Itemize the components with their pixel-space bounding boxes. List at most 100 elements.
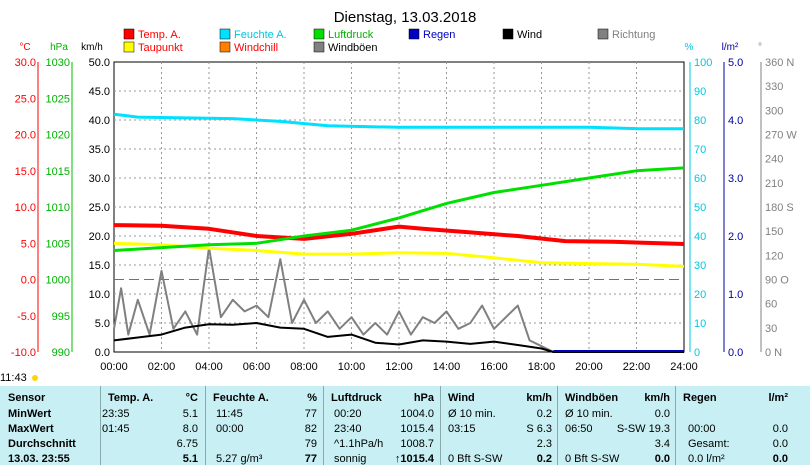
legend-swatch (123, 41, 135, 53)
rain-unit: l/m² (722, 42, 739, 53)
rain-tick-label: 2.0 (728, 231, 743, 243)
direction-tick-label: 120 (765, 250, 783, 262)
legend-swatch (597, 28, 609, 40)
direction-tick-label: 30 (765, 323, 777, 335)
chart-title: Dienstag, 13.03.2018 (334, 9, 477, 26)
wind-value: S 6.3 (526, 423, 552, 435)
column-separator (100, 386, 101, 465)
gust-value: 0.0 (654, 453, 670, 465)
legend-label: Windchill (234, 42, 278, 54)
wind-note: 03:15 (448, 423, 476, 435)
pressure-time: ^1.1hPa/h (334, 438, 384, 450)
legend-swatch (502, 28, 514, 40)
rain-time: 00:00 (688, 423, 716, 435)
wind-unit: km/h (81, 42, 103, 53)
time-tick-label: 14:00 (433, 361, 461, 373)
temp-value: 5.1 (182, 408, 198, 420)
gust-note: 06:50 (565, 423, 593, 435)
humidity-time: 11:45 (216, 408, 243, 420)
humidity-tick-label: 60 (694, 173, 706, 185)
humidity-value: 77 (304, 408, 317, 420)
time-tick-label: 24:00 (670, 361, 698, 373)
time-tick-label: 10:00 (338, 361, 366, 373)
gust-note: 0 Bft S-SW (565, 453, 620, 465)
temp-tick-label: 5.0 (21, 238, 36, 250)
pressure-tick-label: 1025 (46, 93, 70, 105)
legend-label: Taupunkt (138, 42, 183, 54)
rain-time: 0.0 l/m² (688, 453, 725, 465)
pressure-unit: hPa (50, 42, 68, 53)
pressure-tick-label: 1010 (46, 202, 70, 214)
temp-value: 5.1 (182, 453, 198, 465)
wind-value: 2.3 (536, 438, 552, 450)
column-separator (675, 386, 676, 465)
rain-value: 0.0 (772, 453, 788, 465)
gust-value: 0.0 (654, 408, 670, 420)
legend-label: Temp. A. (138, 29, 181, 41)
legend-swatch (219, 28, 231, 40)
temp-tick-label: 15.0 (15, 166, 36, 178)
legend-swatch (313, 28, 325, 40)
direction-tick-label: 360 N (765, 57, 794, 69)
statistics-table: Sensor Temp. A. °C Feuchte A.% Luftdruck hPa W… (0, 386, 810, 465)
legend-swatch (219, 41, 231, 53)
wind-tick-label: 35.0 (89, 144, 110, 156)
temp-tick-label: 25.0 (15, 93, 36, 105)
stats-row-label: MaxWert (8, 423, 54, 435)
time-tick-label: 08:00 (290, 361, 318, 373)
wind-tick-label: 50.0 (89, 57, 110, 69)
direction-tick-label: 210 (765, 178, 783, 190)
wind-note: 0 Bft S-SW (448, 453, 503, 465)
humidity-time: 5.27 g/m³ (216, 453, 263, 465)
header-gust-unit: km/h (644, 392, 670, 404)
humidity-tick-label: 70 (694, 144, 706, 156)
direction-tick-label: 0 N (765, 347, 782, 359)
wind-tick-label: 45.0 (89, 86, 110, 98)
legend-label: Regen (423, 29, 455, 41)
direction-tick-label: 150 (765, 226, 783, 238)
header-humidity-unit: % (307, 392, 317, 404)
wind-value: 0.2 (536, 453, 552, 465)
stats-row-label: Durchschnitt (8, 438, 76, 450)
humidity-value: 82 (304, 423, 317, 435)
legend-label: Feuchte A. (234, 29, 287, 41)
humidity-tick-label: 80 (694, 115, 706, 127)
direction-tick-label: 60 (765, 299, 777, 311)
pressure-value: ↑1015.4 (394, 453, 434, 465)
temp-tick-label: 30.0 (15, 57, 36, 69)
gust-value: S-SW 19.3 (616, 423, 670, 435)
pressure-tick-label: 995 (52, 311, 70, 323)
legend-swatch (408, 28, 420, 40)
time-tick-label: 16:00 (480, 361, 508, 373)
humidity-unit: % (685, 42, 694, 53)
temp-tick-label: -10.0 (11, 347, 36, 359)
rain-value: 0.0 (772, 438, 788, 450)
direction-tick-label: 330 (765, 81, 783, 93)
time-tick-label: 04:00 (195, 361, 223, 373)
stats-row-label: 13.03. 23:55 (8, 453, 70, 465)
gust-note: Ø 10 min. (565, 408, 613, 420)
temp-value: 8.0 (182, 423, 198, 435)
humidity-tick-label: 40 (694, 231, 706, 243)
wind-note: Ø 10 min. (448, 408, 496, 420)
pressure-time: 23:40 (334, 423, 362, 435)
pressure-tick-label: 990 (52, 347, 70, 359)
humidity-tick-label: 10 (694, 318, 706, 330)
humidity-tick-label: 30 (694, 260, 706, 272)
direction-tick-label: 270 W (765, 130, 797, 142)
time-tick-label: 00:00 (100, 361, 128, 373)
weather-chart: Dienstag, 13.03.2018 Temp. A. Feuchte A. L… (11, 9, 797, 373)
current-time-label: 11:43 (0, 372, 27, 384)
header-temp-unit: °C (185, 392, 198, 404)
humidity-tick-label: 100 (694, 57, 712, 69)
pressure-tick-label: 1000 (46, 275, 70, 287)
time-tick-label: 02:00 (148, 361, 176, 373)
wind-tick-label: 40.0 (89, 115, 110, 127)
temp-unit: °C (19, 42, 30, 53)
column-separator (205, 386, 206, 465)
legend-label: Luftdruck (328, 29, 374, 41)
pressure-tick-label: 1015 (46, 166, 70, 178)
humidity-tick-label: 20 (694, 289, 706, 301)
series-line-luftdruck (113, 166, 685, 252)
series-line-feuchte-a- (113, 112, 684, 131)
